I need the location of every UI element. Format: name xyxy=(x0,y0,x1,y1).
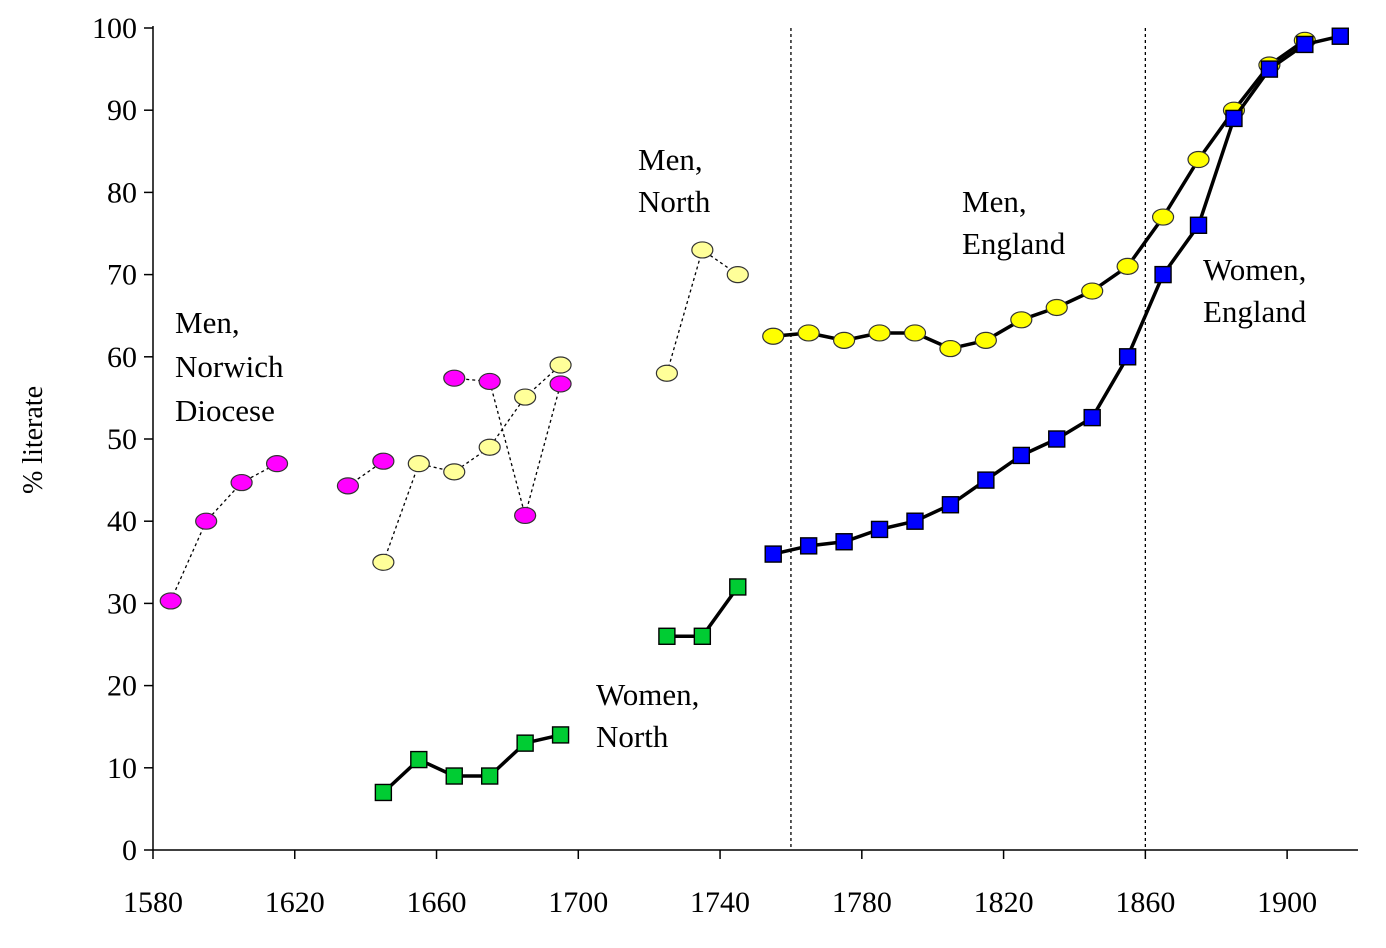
series-4-point-1775 xyxy=(835,533,853,551)
series-2-point-1645 xyxy=(374,783,393,802)
y-tick-label-100: 100 xyxy=(92,12,137,45)
x-tick-label-1620: 1620 xyxy=(265,886,325,919)
series-2-point-1665 xyxy=(445,767,463,785)
y-tick-label-30: 30 xyxy=(107,587,137,620)
series-2-point-1695 xyxy=(551,726,570,744)
x-tick-label-1780: 1780 xyxy=(832,886,892,919)
series-3-point-1755 xyxy=(762,327,785,345)
series-2-point-1745 xyxy=(729,578,747,596)
series-2-point-1655 xyxy=(410,750,428,769)
series-0-point-1615 xyxy=(265,455,289,473)
series-3-line-0 xyxy=(773,38,1306,351)
series-1-point-1665 xyxy=(443,463,466,481)
y-tick-label-0: 0 xyxy=(122,834,137,867)
series-1-line-1 xyxy=(666,248,739,374)
x-tick-label-1860: 1860 xyxy=(1115,886,1175,919)
series-3-point-1805 xyxy=(939,339,962,358)
series-0-point-1595 xyxy=(195,512,218,530)
series-3-point-1875 xyxy=(1187,150,1210,169)
y-tick-label-50: 50 xyxy=(107,423,137,456)
series-0-point-1585 xyxy=(159,592,182,610)
series-3-point-1815 xyxy=(974,331,997,349)
label-women-england: Women, England xyxy=(1203,252,1314,329)
series-3-point-1795 xyxy=(903,324,927,342)
label-men-north: Men, North xyxy=(638,142,711,219)
series-2-line-0 xyxy=(382,733,561,794)
series-3-point-1775 xyxy=(833,331,856,349)
series-0-point-1665 xyxy=(443,369,466,387)
series-3-point-1765 xyxy=(797,324,820,342)
label-men-norwich: Men, Norwich Diocese xyxy=(175,305,291,428)
series-4-point-1815 xyxy=(977,471,995,489)
y-axis-title: % literate xyxy=(18,386,49,494)
series-0-point-1685 xyxy=(514,506,537,525)
axes xyxy=(144,26,1358,859)
series-0-point-1675 xyxy=(478,372,501,391)
series-3-point-1845 xyxy=(1081,282,1104,300)
x-tick-label-1580: 1580 xyxy=(123,886,183,919)
x-tick-label-1740: 1740 xyxy=(690,886,750,919)
series-3-point-1855 xyxy=(1116,257,1139,275)
label-women-north: Women, North xyxy=(596,677,707,754)
series-1-point-1685 xyxy=(514,388,537,406)
series-2-point-1725 xyxy=(658,627,676,645)
series-3-point-1825 xyxy=(1010,311,1033,329)
y-tick-label-80: 80 xyxy=(107,176,137,209)
series-1-point-1725 xyxy=(655,364,678,382)
label-men-england: Men, England xyxy=(962,184,1066,261)
series-1 xyxy=(372,241,749,571)
tick-labels: 0 10 20 30 40 50 60 70 80 90 100 1580 1620 1660 1700 17… xyxy=(92,12,1317,919)
series-4-point-1785 xyxy=(870,520,889,539)
x-tick-label-1820: 1820 xyxy=(974,886,1034,919)
y-tick-label-10: 10 xyxy=(107,752,137,785)
x-tick-label-1900: 1900 xyxy=(1257,886,1317,919)
series-layer xyxy=(159,27,1349,802)
series-4-point-1845 xyxy=(1083,408,1101,427)
series-4-point-1835 xyxy=(1048,430,1066,448)
series-1-point-1645 xyxy=(372,553,395,571)
series-2-point-1675 xyxy=(480,767,499,785)
series-4-point-1915 xyxy=(1331,27,1349,45)
series-1-point-1675 xyxy=(478,438,501,456)
series-4-point-1805 xyxy=(941,496,960,514)
x-tick-label-1660: 1660 xyxy=(407,886,467,919)
series-4-point-1865 xyxy=(1154,265,1172,284)
series-1-point-1655 xyxy=(407,455,430,473)
series-0-line-2 xyxy=(454,377,562,518)
series-4-point-1875 xyxy=(1189,216,1208,234)
reference-lines xyxy=(790,28,1147,850)
series-0-point-1645 xyxy=(372,452,395,470)
series-0-point-1635 xyxy=(336,477,360,495)
y-tick-label-70: 70 xyxy=(107,259,137,292)
x-tick-label-1700: 1700 xyxy=(548,886,608,919)
series-0-point-1695 xyxy=(549,375,572,393)
y-tick-label-40: 40 xyxy=(107,505,137,538)
series-0-line-0 xyxy=(170,463,278,602)
series-2-point-1735 xyxy=(693,627,712,645)
series-1-point-1735 xyxy=(691,241,714,259)
series-3-point-1835 xyxy=(1045,298,1068,317)
y-tick-label-20: 20 xyxy=(107,670,137,703)
series-2 xyxy=(374,578,747,802)
series-0 xyxy=(159,369,572,610)
series-4-point-1795 xyxy=(906,512,924,530)
series-4 xyxy=(764,27,1349,563)
series-4-point-1885 xyxy=(1225,109,1243,128)
y-tick-label-90: 90 xyxy=(107,94,137,127)
series-1-point-1695 xyxy=(549,356,572,374)
y-tick-label-60: 60 xyxy=(107,341,137,374)
series-4-point-1855 xyxy=(1118,348,1137,366)
series-3-point-1865 xyxy=(1151,208,1175,226)
series-1-point-1745 xyxy=(726,266,749,284)
series-4-point-1895 xyxy=(1260,60,1279,78)
series-4-point-1905 xyxy=(1296,35,1314,54)
series-0-point-1605 xyxy=(230,473,253,492)
series-2-point-1685 xyxy=(516,734,534,752)
series-4-point-1825 xyxy=(1012,446,1031,465)
series-3-point-1785 xyxy=(868,324,891,342)
series-4-point-1765 xyxy=(799,537,818,555)
series-labels: Men, Norwich Diocese Men, North Women, N… xyxy=(175,142,1314,754)
series-4-point-1755 xyxy=(764,545,782,563)
